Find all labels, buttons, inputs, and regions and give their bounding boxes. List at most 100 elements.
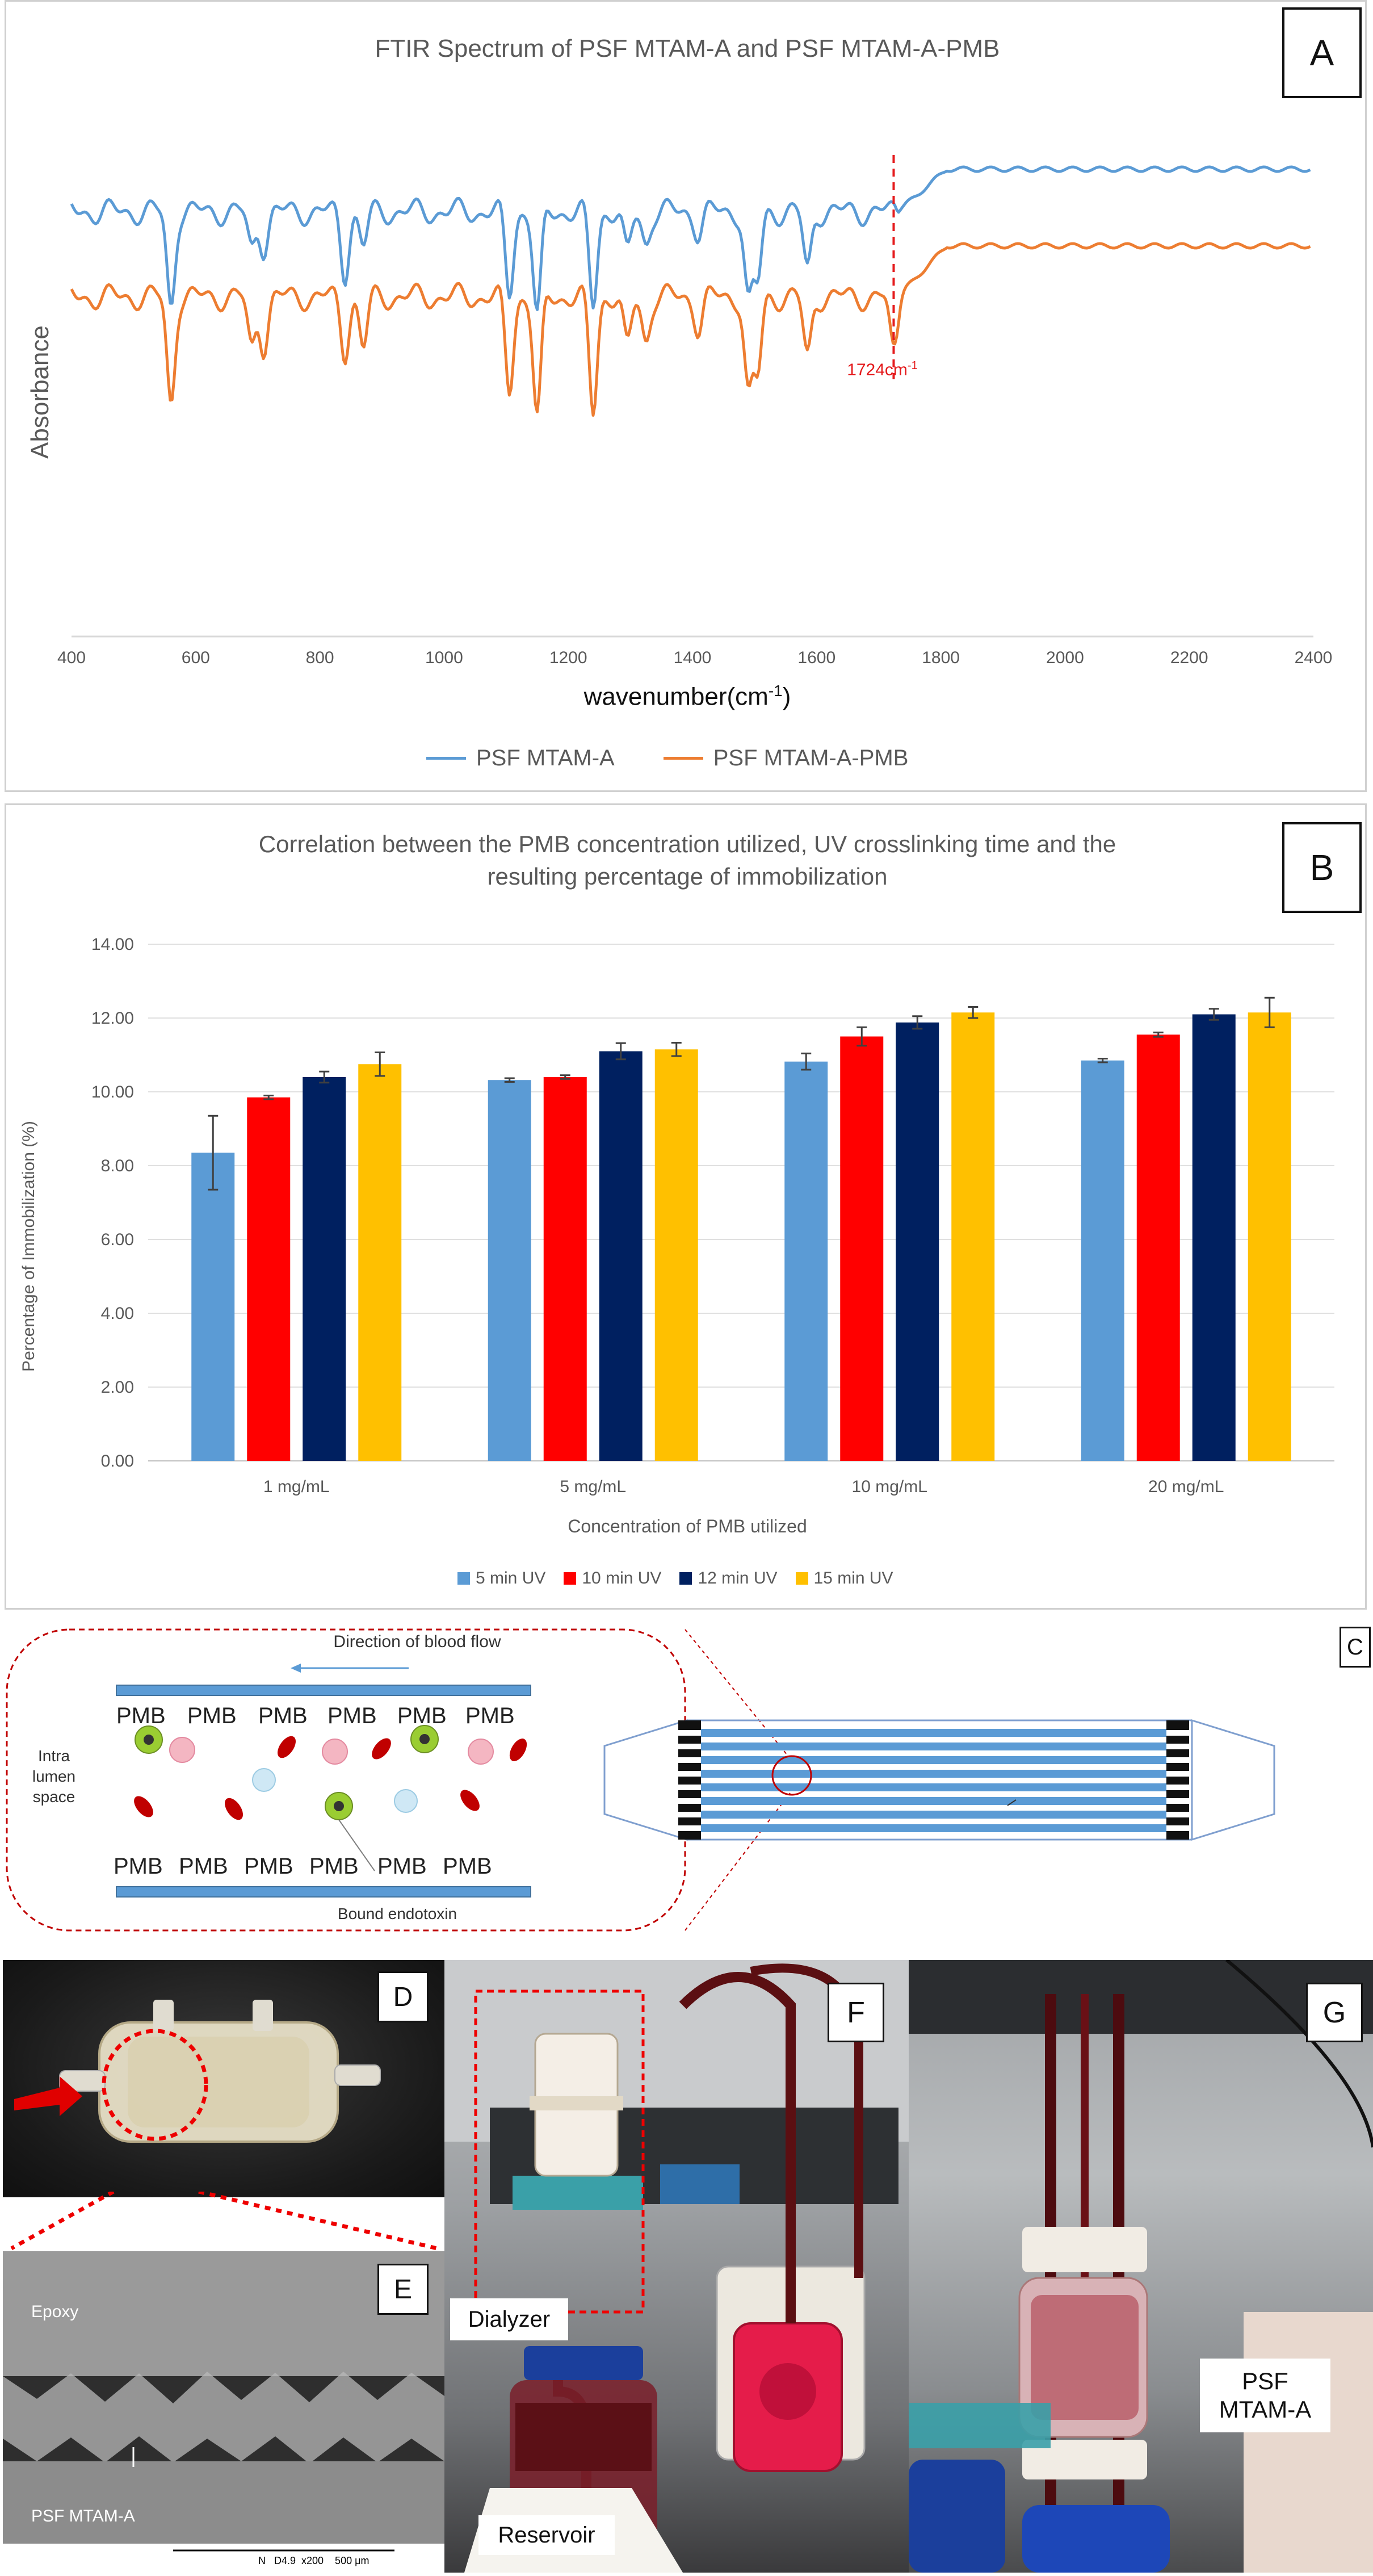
panel-f-tag: F [828,1983,884,2042]
legend-label-12min: 12 min UV [698,1569,778,1588]
pmb-label: PMB [327,1703,377,1728]
fiber [701,1756,1166,1764]
schematic-svg [6,1628,1275,1932]
pmb-label: PMB [397,1703,447,1728]
panel-f-photo: F Dialyzer Reservoir [444,1960,909,2573]
panel-e-tag: E [377,2264,429,2315]
x-tick-label: 400 [57,648,86,667]
bar [303,1077,346,1461]
fiber [701,1797,1166,1805]
y-tick-label: 14.00 [91,935,134,954]
bar [654,1049,698,1461]
endotoxin-green-1 [135,1725,163,1754]
panel-b-tag: B [1282,822,1362,913]
x-axis-label: Concentration of PMB utilized [568,1516,807,1536]
epoxy-label: Epoxy [31,2302,79,2321]
pmb-label: PMB [116,1703,166,1728]
pmb-label: PMB [187,1703,237,1728]
x-category-label: 20 mg/mL [1148,1477,1224,1496]
bar [599,1051,643,1461]
fiber-opening [1166,1798,1189,1804]
x-tick-label: 2000 [1046,648,1084,667]
legend-label-psf-mtam-a-pmb: PSF MTAM-A-PMB [713,745,909,770]
panel-b-bar-chart: B Correlation between the PMB concentrat… [5,803,1367,1610]
bar [1248,1012,1291,1461]
legend-swatch-orange [663,757,703,760]
peak-1724-annotation: 1724cm-1 [847,359,918,379]
scale-bar-text: N D4.9 x200 500 μm [258,2555,370,2566]
bar [784,1061,828,1461]
legend-swatch-blue [426,757,466,760]
psf-mtam-a-label: PSF MTAM-A [31,2507,135,2525]
fiber [701,1824,1166,1832]
x-axis-label: wavenumber(cm-1) [583,682,791,711]
endotoxin-green-2 [410,1725,439,1753]
series-psf-mtam-a-line [70,165,1311,311]
fiber [701,1811,1166,1819]
fiber [701,1729,1166,1737]
panel-g-tag: G [1306,1983,1363,2042]
bar [1081,1060,1124,1461]
legend-label-5min: 5 min UV [476,1569,546,1588]
x-tick-labels: 400 600 800 1000 1200 1400 1600 1800 2000 2200 240… [57,648,1332,667]
pmb-label: PMB [309,1854,359,1879]
lumen-callout-box [6,1628,686,1932]
chart-title: FTIR Spectrum of PSF MTAM-A and PSF MTAM… [375,35,1000,62]
fiber-opening [1166,1825,1189,1831]
fiber [701,1783,1166,1791]
dialyzer-label: Dialyzer [450,2298,568,2340]
bar [951,1012,995,1461]
legend-label-psf-mtam-a: PSF MTAM-A [476,745,615,770]
legend: PSF MTAM-A PSF MTAM-A-PMB [426,745,908,771]
bar [896,1022,939,1461]
x-category-label: 1 mg/mL [263,1477,330,1496]
fiber-opening [1166,1757,1189,1763]
panel-c-tag: C [1340,1627,1371,1668]
legend-swatch-15min [795,1572,808,1585]
x-tick-label: 1200 [549,648,587,667]
y-tick-label: 2.00 [101,1378,134,1397]
ftir-plot: 400 600 800 1000 1200 1400 1600 1800 2000 2200 240… [57,155,1332,667]
panel-a-tag: A [1282,7,1362,98]
magnify-circle [771,1755,812,1796]
chart-title-line2: resulting percentage of immobilization [487,863,888,890]
x-tick-label: 1000 [425,648,463,667]
x-category-label: 5 mg/mL [560,1477,626,1496]
dialyzer-module-illustration [14,2000,381,2143]
fiber-opening [678,1757,701,1763]
d-to-e-connector [10,2192,438,2251]
y-tick-label: 10.00 [91,1083,134,1101]
bound-endotoxin-label: Bound endotoxin [337,1905,457,1922]
intra-lumen-label: Intra lumen space [32,1747,76,1806]
x-tick-label: 600 [182,648,210,667]
hollow-fibers [678,1729,1189,1832]
fiber-opening [1166,1744,1189,1749]
pmb-label: PMB [179,1854,228,1879]
panel-d-photo: D [3,1960,444,2197]
endotoxin-green-3 [325,1792,353,1820]
pmb-label: PMB [377,1854,427,1879]
pmb-label: PMB [114,1854,163,1879]
legend-label-10min: 10 min UV [582,1569,662,1588]
fiber-opening [678,1744,701,1749]
flow-label: Direction of blood flow [333,1632,501,1651]
pmb-label: PMB [244,1854,293,1879]
top-membrane-wall [116,1685,531,1696]
y-tick-label: 0.00 [101,1452,134,1471]
bar [358,1064,402,1461]
y-tick-label: 6.00 [101,1230,134,1249]
reservoir-label: Reservoir [478,2515,615,2555]
bar [1136,1034,1180,1461]
x-category-label: 10 mg/mL [852,1477,927,1496]
panel-a-ftir-chart: A FTIR Spectrum of PSF MTAM-A and PSF MT… [5,0,1367,792]
fiber-opening [678,1798,701,1804]
bar [247,1097,291,1461]
module-closeup-illustration [909,1960,1373,2573]
fiber-opening [678,1812,701,1817]
fiber-opening [678,1825,701,1831]
panel-c-schematic: C Direc [0,1618,1373,1942]
pmb-label: PMB [443,1854,492,1879]
panel-g-photo: G PSF MTAM-A [909,1960,1373,2573]
fiber-opening [1166,1812,1189,1817]
y-tick-label: 12.00 [91,1009,134,1028]
